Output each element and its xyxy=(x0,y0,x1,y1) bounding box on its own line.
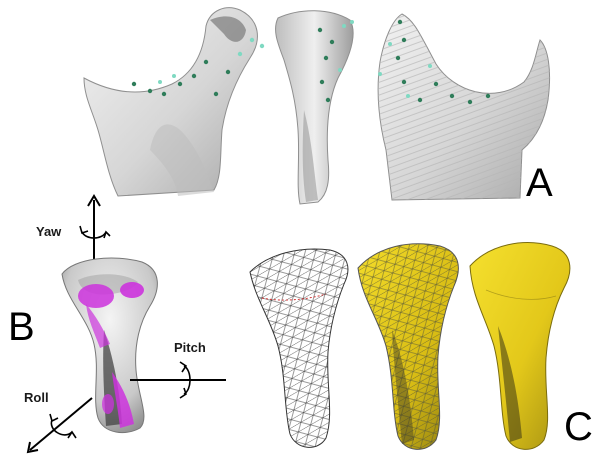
highlight-regions xyxy=(78,282,144,428)
pitch-axis xyxy=(130,361,226,399)
panel-c-letter: C xyxy=(564,405,593,449)
yaw-label: Yaw xyxy=(36,224,62,239)
panel-a-letter: A xyxy=(526,161,553,205)
landmarks-middle xyxy=(317,20,354,103)
yellow-solid-surface xyxy=(469,242,571,450)
bone-middle-view xyxy=(275,10,354,205)
roll-axis xyxy=(26,397,93,454)
bone-left-view xyxy=(83,7,258,197)
wireframe-mesh xyxy=(249,248,349,448)
roll-label: Roll xyxy=(24,390,49,405)
pitch-label: Pitch xyxy=(174,340,206,355)
panel-b: Yaw Pitch Roll B xyxy=(8,194,226,454)
yellow-mesh-surface xyxy=(357,243,459,450)
landmarks-left xyxy=(131,37,265,97)
panel-b-letter: B xyxy=(8,305,35,349)
panel-c: C xyxy=(249,242,593,450)
landmarks-right xyxy=(378,19,491,105)
panel-a: A xyxy=(83,7,553,205)
